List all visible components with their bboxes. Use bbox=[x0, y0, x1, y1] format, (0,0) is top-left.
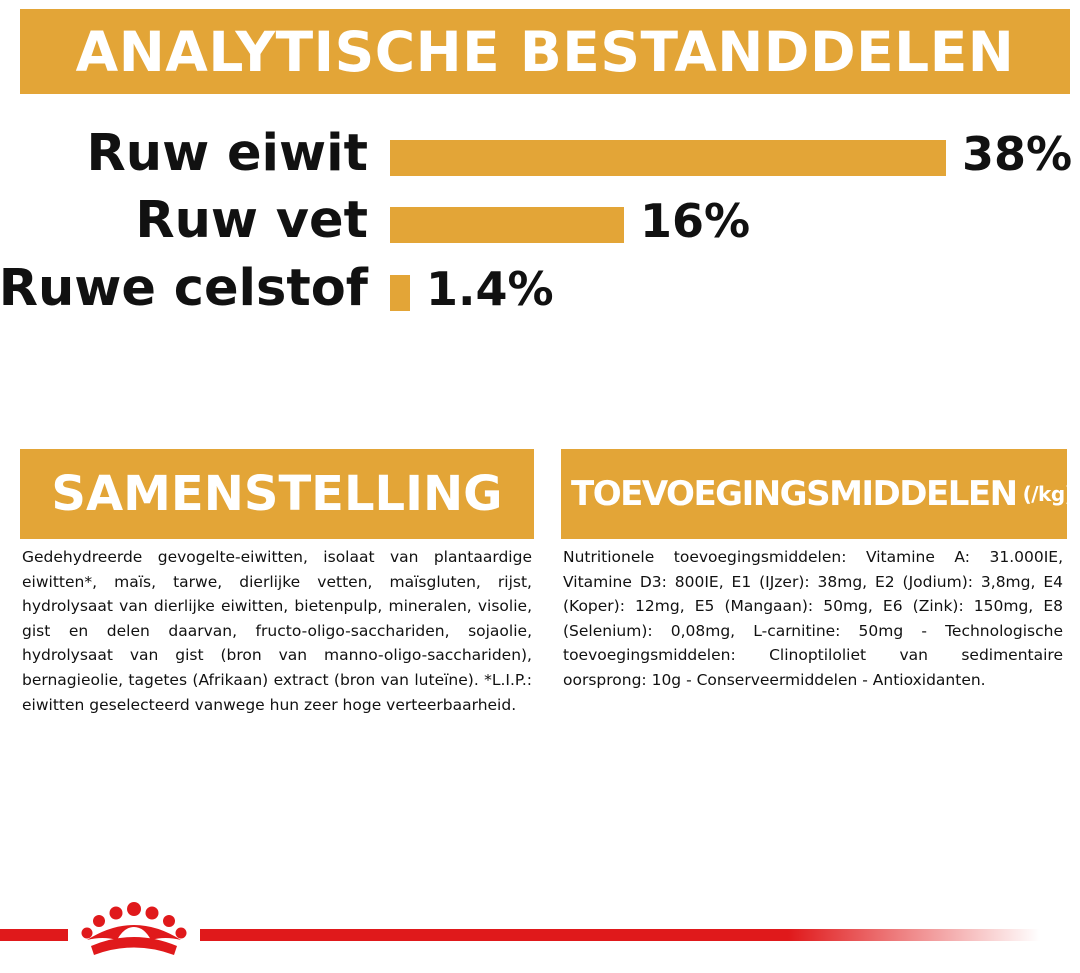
brand-stripe-left bbox=[0, 929, 68, 941]
analysis-row-fat: Ruw vet 16% bbox=[0, 191, 1080, 251]
analysis-bar bbox=[390, 275, 410, 311]
crown-logo-icon bbox=[81, 902, 187, 955]
analysis-label: Ruw eiwit bbox=[86, 124, 369, 183]
page-title: ANALYTISCHE BESTANDDELEN bbox=[75, 19, 1015, 84]
analysis-value: 38% bbox=[962, 127, 1073, 181]
analysis-value: 1.4% bbox=[426, 262, 554, 316]
analysis-label: Ruw vet bbox=[135, 191, 368, 250]
composition-heading: SAMENSTELLING bbox=[51, 466, 503, 522]
additives-unit: (/kg) bbox=[1022, 482, 1074, 506]
analysis-bar bbox=[390, 140, 946, 176]
brand-stripe-right bbox=[200, 929, 1040, 941]
additives-banner: TOEVOEGINGSMIDDELEN (/kg) bbox=[561, 449, 1074, 539]
analysis-value: 16% bbox=[640, 194, 751, 248]
analysis-label: Ruwe celstof bbox=[0, 259, 368, 318]
additives-heading: TOEVOEGINGSMIDDELEN bbox=[571, 474, 1018, 514]
analysis-row-protein: Ruw eiwit 38% bbox=[0, 124, 1080, 184]
analysis-row-fiber: Ruwe celstof 1.4% bbox=[0, 259, 1080, 319]
composition-banner: SAMENSTELLING bbox=[20, 449, 534, 539]
composition-text: Gedehydreerde gevogelte-eiwitten, isolaa… bbox=[22, 548, 532, 714]
analysis-bar bbox=[390, 207, 624, 243]
additives-text: Nutritionele toevoegingsmiddelen: Vitami… bbox=[563, 548, 1063, 689]
title-banner: ANALYTISCHE BESTANDDELEN bbox=[20, 9, 1070, 94]
